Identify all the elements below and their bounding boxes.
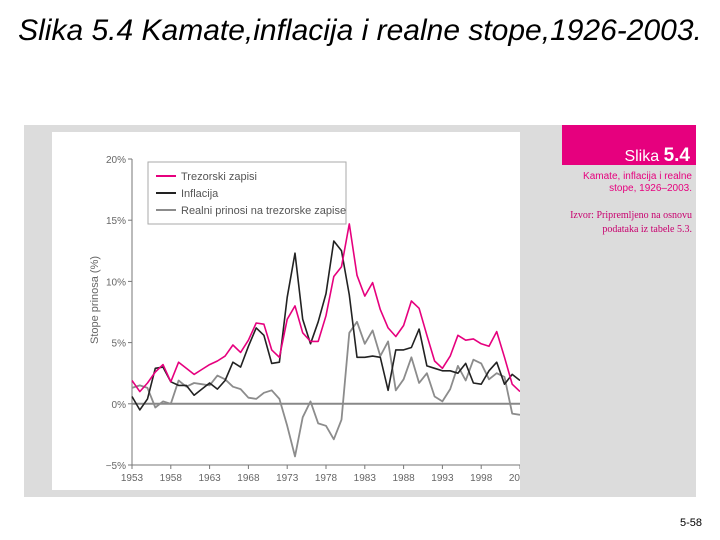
y-tick-label: 0% xyxy=(112,400,127,411)
series-line-inflation xyxy=(131,240,520,411)
legend-label: Trezorski zapisi xyxy=(181,171,257,183)
x-tick-label: 1988 xyxy=(392,473,415,484)
caption-tab: Slika 5.4 xyxy=(562,125,696,167)
legend-box xyxy=(147,161,347,225)
y-tick-label: −5% xyxy=(106,461,126,472)
y-tick-label: 5% xyxy=(112,339,127,350)
x-tick-label: 1978 xyxy=(315,473,338,484)
caption-title: Slika 5.4 xyxy=(624,145,690,167)
x-tick-label: 1953 xyxy=(121,473,144,484)
y-axis-label: Stope prinosa (%) xyxy=(89,256,101,344)
series-lines xyxy=(131,223,520,458)
y-tick-label: 20% xyxy=(106,155,126,166)
x-tick-label: 1958 xyxy=(160,473,183,484)
slide-number: 5-58 xyxy=(679,517,702,529)
slide-title: Slika 5.4 Kamate,inflacija i realne stop… xyxy=(18,14,702,47)
line-chart: 20% 15% 10% 5% 0% −5% 1953 1958 1963 1968 1973 197… xyxy=(89,155,520,484)
x-tick-label: 1973 xyxy=(276,473,299,484)
series-line-real xyxy=(131,320,520,458)
y-axis: 20% 15% 10% 5% 0% −5% xyxy=(106,155,133,472)
x-axis: 1953 1958 1963 1968 1973 1978 1983 1988 1993 1998… xyxy=(121,402,520,484)
series-line-treasury xyxy=(131,223,520,393)
figure-panel: 20% 15% 10% 5% 0% −5% 1953 1958 1963 1968 1973 197… xyxy=(24,125,696,497)
y-tick-label: 15% xyxy=(106,216,126,227)
chart-frame: 20% 15% 10% 5% 0% −5% 1953 1958 1963 1968 1973 197… xyxy=(52,132,520,490)
legend-label: Inflacija xyxy=(181,188,219,200)
x-tick-label: 1983 xyxy=(354,473,377,484)
legend: Trezorski zapisi Inflacija Realni prinosi … xyxy=(147,161,347,225)
x-tick-label: 2003 xyxy=(509,473,520,484)
caption-label: Slika xyxy=(624,148,660,165)
caption-source: Izvor: Pripremljeno na osnovu podataka i… xyxy=(570,210,692,235)
y-tick-label: 10% xyxy=(106,277,126,288)
x-tick-label: 1968 xyxy=(237,473,260,484)
caption-subtitle: Kamate, inflacija i realne stope, 1926–2… xyxy=(583,171,692,194)
x-tick-label: 1998 xyxy=(470,473,493,484)
x-tick-label: 1993 xyxy=(431,473,454,484)
x-tick-label: 1963 xyxy=(198,473,221,484)
caption-number: 5.4 xyxy=(663,145,690,166)
legend-label: Realni prinosi na trezorske zapise xyxy=(181,205,346,217)
